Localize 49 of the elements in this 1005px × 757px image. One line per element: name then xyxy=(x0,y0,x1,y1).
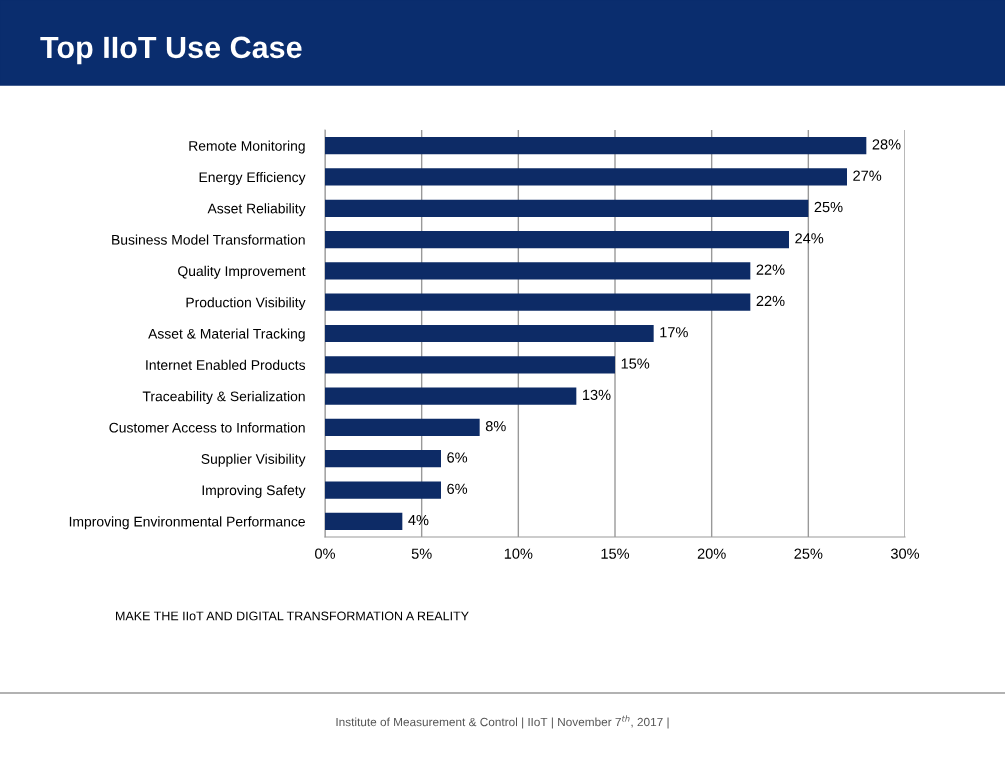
y-tick-label: Internet Enabled Products xyxy=(146,359,306,370)
x-tick-label: 25% xyxy=(794,548,823,559)
y-tick-label: Remote Monitoring xyxy=(189,140,305,154)
bar xyxy=(325,418,480,437)
bar xyxy=(325,262,751,280)
x-tick-label: 15% xyxy=(601,548,630,559)
bar xyxy=(325,168,847,186)
x-tick-label: 5% xyxy=(411,548,432,559)
text: Institute of Measurement & Control | IIoT | November 7$^{th}$, 2017 | xyxy=(336,715,669,729)
text: MAKE THE IIoT AND DIGITAL TRANSFORMATION A REALITY xyxy=(116,611,469,621)
bar xyxy=(325,481,441,499)
y-tick-label: Asset Reliability xyxy=(207,203,306,217)
y-tick-label: Energy Efficiency xyxy=(199,171,306,185)
y-tick-label: Improving Safety xyxy=(202,485,306,498)
bar xyxy=(325,356,615,374)
data-label: 22% xyxy=(756,295,785,307)
bar xyxy=(325,293,751,311)
data-label: 28% xyxy=(872,139,901,150)
y-tick-label: Quality Improvement xyxy=(178,265,306,279)
data-label: 13% xyxy=(583,389,611,401)
bar xyxy=(325,199,809,217)
y-tick-label: Customer Access to Information xyxy=(109,422,305,433)
data-label: 6% xyxy=(447,452,468,463)
data-label: 15% xyxy=(621,358,650,369)
y-tick-label: Improving Environmental Performance xyxy=(69,516,305,530)
chart-title: Top IIoT Use Case xyxy=(40,36,302,65)
y-tick-label: Traceability & Serialization xyxy=(142,391,305,405)
bar xyxy=(325,512,403,530)
x-tick-label: 0% xyxy=(315,548,336,559)
y-tick-label: Business Model Transformation xyxy=(112,234,305,245)
bar xyxy=(325,450,441,468)
data-label: 22% xyxy=(756,264,785,275)
bar xyxy=(325,324,654,343)
data-label: 17% xyxy=(660,327,688,338)
data-label: 27% xyxy=(853,170,882,181)
y-tick-label: Asset & Material Tracking xyxy=(148,328,305,342)
x-tick-label: 10% xyxy=(504,548,533,559)
x-tick-label: 20% xyxy=(697,548,726,559)
y-tick-label: Supplier Visibility xyxy=(201,453,306,467)
x-tick-label: 30% xyxy=(890,548,920,559)
data-label: 8% xyxy=(485,421,506,432)
data-label: 6% xyxy=(447,483,468,494)
bar xyxy=(325,137,867,155)
data-label: 25% xyxy=(814,201,843,213)
y-tick-label: Production Visibility xyxy=(186,297,306,311)
bar xyxy=(325,230,789,249)
data-label: 24% xyxy=(795,233,824,244)
data-label: 4% xyxy=(408,515,429,526)
bar xyxy=(325,387,577,405)
